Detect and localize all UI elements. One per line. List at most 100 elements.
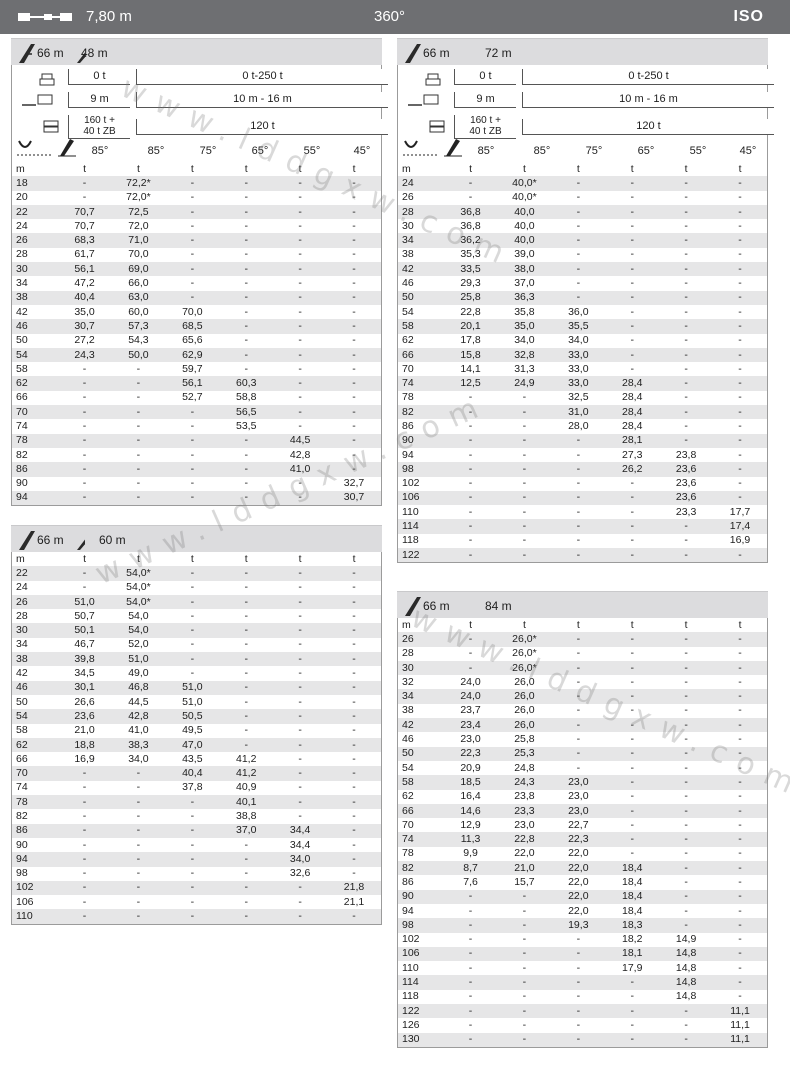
capacity-cell: 40,4 bbox=[57, 290, 112, 305]
capacity-cell: - bbox=[273, 219, 328, 234]
table-row: 20-72,0* - - - - bbox=[12, 190, 381, 205]
table-row: 82 8,7 21,0 22,0 18,4- - bbox=[398, 861, 767, 876]
capacity-cell: - bbox=[219, 219, 274, 234]
capacity-cell: - bbox=[327, 419, 381, 434]
capacity-cell: - bbox=[659, 789, 714, 804]
table-row: 54 24,3 50,0 62,9- - - bbox=[12, 347, 381, 363]
capacity-cell: - bbox=[497, 961, 552, 976]
table-row: 86 7,6 15,7 22,0 18,4- - bbox=[398, 875, 767, 890]
radius-cell: 74 bbox=[12, 780, 58, 796]
capacity-cell: 40,0 bbox=[497, 233, 552, 248]
jib-length: 60 m bbox=[99, 533, 126, 547]
radius-cell: 118 bbox=[398, 989, 444, 1005]
capacity-cell: 14,8 bbox=[659, 989, 714, 1005]
capacity-cell: - bbox=[57, 837, 112, 853]
capacity-cell: 36,8 bbox=[443, 219, 498, 234]
radius-cell: 86 bbox=[12, 823, 58, 838]
capacity-cell: 18,2 bbox=[605, 932, 660, 947]
table-row: 42 34,5 49,0- - - - bbox=[12, 666, 381, 681]
capacity-cell: 34,4 bbox=[273, 837, 328, 853]
table-row: 28 50,7 54,0- - - - bbox=[12, 609, 381, 624]
table-row: 70- - -56,5- - bbox=[12, 405, 381, 420]
capacity-cell: - bbox=[327, 190, 381, 205]
capacity-cell: - bbox=[605, 646, 660, 661]
capacity-cell: - bbox=[605, 548, 660, 563]
radius-left: 9 m bbox=[68, 92, 130, 108]
table-row: 66 14,6 23,3 23,0- - - bbox=[398, 803, 767, 819]
capacity-cell: - bbox=[327, 233, 381, 248]
capacity-cell: 56,1 bbox=[165, 376, 220, 391]
capacity-cell: - bbox=[273, 694, 328, 710]
capacity-cell: - bbox=[327, 609, 381, 624]
capacity-cell: - bbox=[57, 795, 112, 810]
unit-cell: t bbox=[273, 552, 328, 567]
capacity-cell: - bbox=[659, 190, 714, 205]
table-row: 90- -22,0 18,4- - bbox=[398, 889, 767, 904]
table-row: 26 68,3 71,0- - - - bbox=[12, 233, 381, 248]
capacity-cell: 68,5 bbox=[165, 319, 220, 334]
table-row: 62 17,8 34,0 34,0- - - bbox=[398, 333, 767, 348]
capacity-cell: - bbox=[165, 419, 220, 434]
radius-cell: 94 bbox=[398, 447, 444, 463]
angle-header: 45° bbox=[739, 145, 757, 157]
angle-header: 85° bbox=[91, 145, 109, 157]
capacity-cell: - bbox=[327, 594, 381, 610]
capacity-cell: - bbox=[443, 975, 498, 990]
capacity-cell: - bbox=[111, 419, 166, 434]
angle-header: 45° bbox=[353, 145, 371, 157]
table-row: 126- - - - -11,1 bbox=[398, 1018, 767, 1033]
outrigger-icon bbox=[22, 93, 56, 107]
iso-label: ISO bbox=[733, 8, 764, 25]
radius-cell: 102 bbox=[12, 880, 58, 896]
capacity-cell: - bbox=[273, 680, 328, 695]
table-row: 90- - - -34,4- bbox=[12, 837, 381, 853]
capacity-cell: 51,0 bbox=[57, 594, 112, 610]
capacity-cell: - bbox=[165, 204, 220, 220]
table-row: 54 22,8 35,8 36,0- - - bbox=[398, 304, 767, 320]
capacity-cell: 40,0* bbox=[497, 176, 552, 191]
capacity-cell: - bbox=[713, 660, 767, 676]
capacity-cell: 18,4 bbox=[605, 875, 660, 890]
capacity-cell: - bbox=[605, 1004, 660, 1019]
capacity-cell: - bbox=[165, 405, 220, 420]
unit-cell: t bbox=[551, 162, 606, 177]
capacity-cell: - bbox=[273, 909, 328, 924]
capacity-cell: - bbox=[443, 490, 498, 506]
capacity-cell: 22,0 bbox=[551, 889, 606, 904]
capacity-cell: - bbox=[713, 832, 767, 847]
table-row: 78- - -40,1- - bbox=[12, 795, 381, 810]
capacity-cell: - bbox=[713, 190, 767, 205]
capacity-cell: - bbox=[551, 732, 606, 747]
capacity-cell: 21,0 bbox=[497, 861, 552, 876]
capacity-cell: - bbox=[551, 703, 606, 719]
capacity-cell: 54,3 bbox=[111, 333, 166, 348]
capacity-cell: - bbox=[713, 975, 767, 990]
capacity-cell: - bbox=[605, 476, 660, 491]
capacity-cell: - bbox=[713, 846, 767, 862]
capacity-cell: - bbox=[497, 433, 552, 448]
capacity-cell: - bbox=[57, 176, 112, 191]
radius-cell: 82 bbox=[12, 447, 58, 463]
capacity-cell: - bbox=[443, 447, 498, 463]
capacity-cell: 72,5 bbox=[111, 204, 166, 220]
capacity-cell: - bbox=[327, 809, 381, 824]
main-boom-length: 66 m bbox=[37, 46, 64, 60]
capacity-cell: - bbox=[219, 737, 274, 753]
capacity-cell: - bbox=[273, 580, 328, 595]
capacity-cell: - bbox=[659, 775, 714, 790]
capacity-cell: - bbox=[219, 290, 274, 305]
table-row: 38 40,4 63,0- - - - bbox=[12, 290, 381, 305]
capacity-cell: - bbox=[713, 760, 767, 776]
table-row: 82- -31,0 28,4- - bbox=[398, 405, 767, 420]
radius-right: 10 m - 16 m bbox=[522, 92, 774, 108]
radius-cell: 122 bbox=[398, 548, 444, 563]
capacity-cell: - bbox=[551, 262, 606, 277]
capacity-cell: - bbox=[659, 276, 714, 291]
capacity-cell: 22,0 bbox=[551, 875, 606, 890]
capacity-cell: 24,3 bbox=[57, 347, 112, 363]
unit-cell: t bbox=[605, 162, 660, 177]
unit-cell: t bbox=[605, 618, 660, 633]
capacity-cell: - bbox=[713, 632, 767, 647]
capacity-cell: - bbox=[327, 766, 381, 781]
